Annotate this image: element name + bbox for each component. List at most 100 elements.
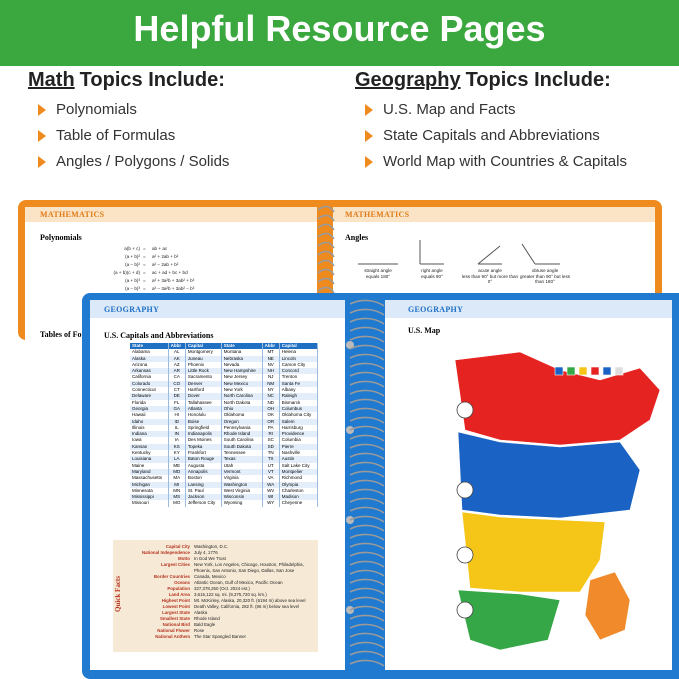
table-cell: IL <box>168 424 186 432</box>
table-row: Florida FL Tallahassee North Dakota ND Bismar… <box>130 399 319 406</box>
topic-item: U.S. Map and Facts <box>383 101 516 118</box>
header-band <box>0 0 679 66</box>
table-cell: Juneau <box>185 355 222 362</box>
table-cell: ND <box>262 399 280 406</box>
table-cell: Columbia <box>279 437 319 444</box>
table-cell: Augusta <box>185 462 222 469</box>
topic-item: World Map with Countries & Capitals <box>383 153 627 170</box>
table-cell: Honolulu <box>185 412 222 419</box>
table-cell: Idaho <box>130 418 169 425</box>
fact-value: Atlantic Ocean, Gulf of Mexico, Pacific … <box>194 580 283 585</box>
spiral-coil <box>349 659 385 667</box>
table-cell: Des Moines <box>185 437 222 444</box>
formula-lhs: (a − b)² <box>125 262 140 267</box>
angle-name: right angle <box>421 268 443 273</box>
fact-value: 327,378,250 (Oct. 2024 est.) <box>194 586 250 591</box>
fact-value: Rhode Island <box>194 616 220 621</box>
topic-heading-key: Math <box>28 69 75 91</box>
table-row: Maine ME Augusta Utah UT Salt Lake City <box>130 462 319 469</box>
table-cell: MN <box>168 487 186 495</box>
table-cell: Atlanta <box>185 405 222 413</box>
table-cell: Trenton <box>279 374 319 381</box>
table-cell: FL <box>168 399 186 406</box>
table-cell: MS <box>168 494 186 501</box>
table-row: Connecticut CT Hartford New York NY Albany <box>130 387 319 394</box>
table-cell: SC <box>262 437 280 444</box>
table-cell: NV <box>262 361 280 369</box>
table-cell: Sacramento <box>185 374 222 381</box>
table-cell: Columbus <box>279 405 319 413</box>
topic-heading: Math Topics Include: <box>28 69 225 92</box>
table-cell: Jackson <box>185 494 222 501</box>
table-cell: Arkansas <box>130 368 169 375</box>
clock <box>456 481 474 499</box>
topic-heading-key: Geography <box>355 69 461 91</box>
table-cell: Maryland <box>130 468 169 476</box>
column-header: Abbr <box>168 343 186 350</box>
tab-label: GEOGRAPHY <box>104 305 160 314</box>
spiral-coil <box>349 443 385 451</box>
fact-key: Population <box>167 586 190 591</box>
table-row: Iowa IA Des Moines South Carolina SC Columbia <box>130 437 319 444</box>
table-cell: Dover <box>185 393 222 400</box>
spiral-coil <box>349 407 385 415</box>
bullet <box>365 156 373 168</box>
table-row: Michigan MI Lansing Washington WA Olympia <box>130 481 319 488</box>
us-map <box>454 351 661 651</box>
table-cell: IA <box>168 437 186 444</box>
table-cell: Hawaii <box>130 412 169 419</box>
spiral-coil <box>349 344 385 352</box>
spiral-coil <box>349 515 385 523</box>
table-cell: MO <box>168 500 186 507</box>
table-row: Idaho ID Boise Oregon OR Salem <box>130 418 319 425</box>
spiral-coil <box>349 299 385 307</box>
angle-desc: equals 90° <box>421 274 443 279</box>
table-cell: New Hampshire <box>221 368 263 375</box>
quick-facts-box <box>113 540 318 652</box>
table-cell: South Carolina <box>221 437 263 444</box>
fact-value: Canada, Mexico <box>194 574 226 579</box>
table-cell: VA <box>262 475 280 482</box>
table-cell: Providence <box>279 431 319 438</box>
time-zone-clocks <box>456 401 474 619</box>
table-cell: Virginia <box>221 475 263 482</box>
table-row: Mississippi MS Jackson Wisconsin WI Madison <box>130 494 319 501</box>
table-row: Minnesota MN St. Paul West Virginia WV Charle… <box>130 487 319 495</box>
legend-swatch <box>614 366 624 376</box>
spiral-coil <box>349 434 385 442</box>
table-cell: NH <box>262 368 280 375</box>
table-cell: ME <box>168 462 186 469</box>
spiral-coil <box>317 250 335 258</box>
bullet <box>365 104 373 116</box>
angle-desc: greater than 90° but less than 180° <box>519 274 571 284</box>
spiral-coil <box>349 479 385 487</box>
fact-key: National Bird <box>162 622 190 627</box>
topic-item: State Capitals and Abbreviations <box>383 127 600 144</box>
legend-swatch <box>578 366 588 376</box>
spiral-coil <box>349 326 385 334</box>
table-cell: Oklahoma <box>221 412 263 419</box>
formula-lhs: (a − b)³ <box>125 286 140 291</box>
formula-eq: = <box>143 246 146 251</box>
bullet <box>38 156 46 168</box>
fact-key: National Anthem <box>155 634 190 639</box>
table-cell: CA <box>168 374 186 381</box>
legend-swatch <box>602 366 612 376</box>
table-cell: NY <box>262 387 280 394</box>
table-cell: Texas <box>221 456 263 463</box>
fact-key: Lowest Point <box>162 604 190 609</box>
spiral-coil <box>349 362 385 370</box>
table-cell: Santa Fe <box>279 380 319 388</box>
math-angle-diagrams <box>358 240 560 265</box>
table-cell: Alabama <box>130 349 169 356</box>
spiral-coil <box>317 214 335 222</box>
table-cell: Michigan <box>130 481 169 488</box>
table-cell: NM <box>262 380 280 388</box>
table-cell: Montpelier <box>279 468 319 476</box>
table-cell: Charleston <box>279 487 319 495</box>
table-cell: North Carolina <box>221 393 263 400</box>
spiral-coil <box>349 416 385 424</box>
fact-key: Motto <box>178 556 190 561</box>
spiral-coil <box>317 232 335 240</box>
